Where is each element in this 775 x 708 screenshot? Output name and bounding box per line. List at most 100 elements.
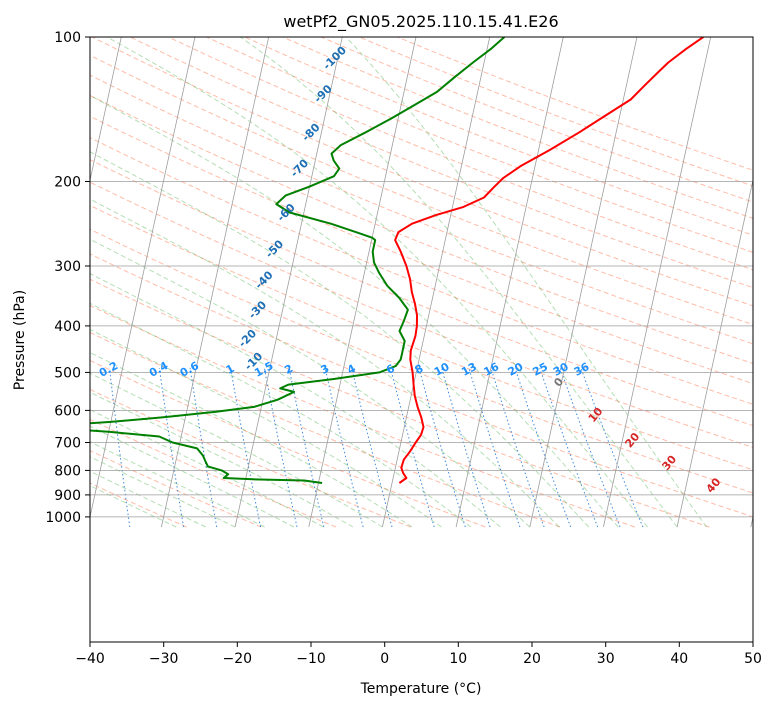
dry-adiabat-line [90, 74, 753, 345]
dry-adiabat-line [90, 115, 753, 385]
moist-adiabat-line [90, 372, 383, 528]
moist-adiabat-line [90, 470, 206, 528]
x-tick-label: −40 [75, 651, 105, 667]
mixing-ratio-line [230, 368, 262, 528]
isotherm-gridline [90, 37, 122, 182]
dry-adiabat-line [129, 37, 753, 289]
dry-adiabats [90, 37, 753, 528]
temperature-line [394, 37, 704, 484]
moist-adiabat-line [90, 273, 501, 528]
gridlines [0, 37, 753, 528]
dry-adiabat-line [90, 278, 710, 528]
moist-adiabat-line [90, 238, 531, 528]
dry-adiabat-line [397, 37, 753, 171]
y-tick-label: 500 [54, 365, 81, 381]
dry-adiabat-label: -100 [320, 44, 349, 73]
mixing-ratio-line [109, 368, 131, 528]
y-tick-label: 1000 [45, 510, 81, 526]
plot-frame [89, 36, 754, 643]
y-tick-label: 700 [54, 436, 81, 452]
mixing-ratio-line [514, 368, 572, 528]
moist-adiabats [90, 37, 708, 528]
x-tick-label: 0 [380, 651, 389, 667]
isotherm-gridline [455, 37, 564, 528]
mixing-ratio-label: 16 [482, 360, 502, 379]
mixing-ratio-label: 2 [282, 362, 295, 377]
y-tick-label: 800 [54, 463, 81, 479]
moist-adiabat-line [240, 37, 678, 528]
dry-adiabat-line [90, 304, 635, 528]
mixing-ratio-label: 13 [459, 360, 479, 379]
isotherm-gridline [0, 37, 48, 527]
mixing-ratio-line [468, 368, 521, 528]
dry-adiabat-line [90, 94, 753, 364]
mixing-ratio-label: 1 [224, 362, 237, 377]
background-line-labels: 0.1 0.2 0.4 0.6 1 1.5 2 3 4 6 8 10 13 16 20 25 30 36-100-… [97, 44, 724, 496]
moist-adiabat-line [90, 328, 442, 528]
x-tick-label: −30 [149, 651, 179, 667]
dry-adiabat-line [90, 418, 337, 528]
y-axis-label: Pressure (hPa) [12, 290, 28, 390]
mixing-ratio-line [158, 368, 184, 528]
moist-adiabat-label: 30 [659, 453, 679, 473]
dry-adiabat-line [90, 137, 753, 405]
dry-adiabat-line [90, 159, 753, 427]
mixing-ratio-label: 0.4 [147, 359, 171, 380]
dry-adiabat-line [90, 253, 753, 518]
mixing-ratio-label: 20 [506, 360, 526, 379]
mixing-ratio-label: 36 [572, 360, 592, 379]
y-tick-label: 600 [54, 403, 81, 419]
dry-adiabat-line [359, 37, 753, 187]
plot-area: 0.1 0.2 0.4 0.6 1 1.5 2 3 4 6 8 10 13 16 20 25 30 36-100-… [0, 37, 753, 528]
y-tick-label: 100 [54, 30, 81, 46]
moist-adiabat-line [90, 198, 560, 528]
chart-title: wetPf2_GN05.2025.110.15.41.E26 [283, 12, 558, 32]
x-tick-label: 30 [597, 651, 615, 667]
dry-adiabat-line [90, 359, 486, 528]
axis-ticks: −40 −30 −20 −10 0 10 20 30 40 50 1000 900 800 700 600 5… [45, 30, 762, 667]
x-tick-label: −10 [296, 651, 326, 667]
moist-adiabat-line [90, 351, 413, 528]
dry-adiabat-label: -30 [246, 298, 269, 321]
mixing-ratio-line [418, 368, 466, 528]
mixing-ratio-line [539, 368, 599, 528]
moist-adiabat-line [345, 37, 708, 528]
moist-adiabat-line [90, 94, 619, 528]
moist-adiabat-line [90, 302, 472, 528]
isotherm-gridline [750, 515, 753, 528]
moist-adiabat-line [90, 441, 265, 528]
isotherm-gridline [603, 37, 712, 528]
moist-adiabat-label: 40 [704, 475, 724, 495]
y-tick-label: 400 [54, 319, 81, 335]
dewpoint-line [90, 37, 506, 484]
isotherm-gridline [308, 37, 417, 528]
x-tick-label: −20 [223, 651, 253, 667]
mixing-ratio-line [390, 368, 435, 528]
mixing-ratio-label: 30 [551, 360, 571, 379]
dry-adiabat-line [91, 37, 753, 307]
moist-adiabat-line [90, 409, 324, 528]
y-tick-label: 200 [54, 175, 81, 191]
mixing-ratio-line [189, 368, 218, 528]
dry-adiabat-label: -50 [263, 237, 286, 260]
dry-adiabat-line [320, 37, 753, 203]
isotherm-gridline [161, 37, 270, 528]
dry-adiabat-line [90, 204, 753, 471]
x-tick-label: 10 [449, 651, 467, 667]
mixing-ratio-lines [109, 368, 644, 528]
mixing-ratio-line [559, 368, 621, 528]
dry-adiabat-line [90, 181, 753, 448]
mixing-ratio-line [263, 368, 298, 528]
dry-adiabat-line [90, 482, 187, 528]
moist-adiabat-line [90, 425, 295, 528]
dry-adiabat-line [282, 37, 753, 219]
dry-adiabat-line [90, 331, 561, 528]
x-axis-label: Temperature (°C) [360, 681, 482, 697]
y-tick-label: 900 [54, 488, 81, 504]
x-tick-label: 20 [523, 651, 541, 667]
isotherm-gridline [90, 37, 196, 519]
moist-adiabat-line [106, 37, 648, 528]
moist-adiabat-label: 10 [586, 405, 606, 425]
mixing-ratio-label: 10 [432, 360, 452, 379]
